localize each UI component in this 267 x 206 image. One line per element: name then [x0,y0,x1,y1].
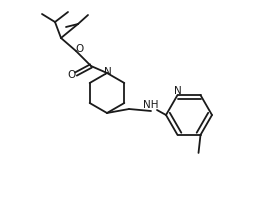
Text: N: N [174,86,181,96]
Text: O: O [75,44,83,54]
Text: NH: NH [143,100,159,110]
Text: N: N [104,67,112,76]
Text: O: O [67,70,75,80]
